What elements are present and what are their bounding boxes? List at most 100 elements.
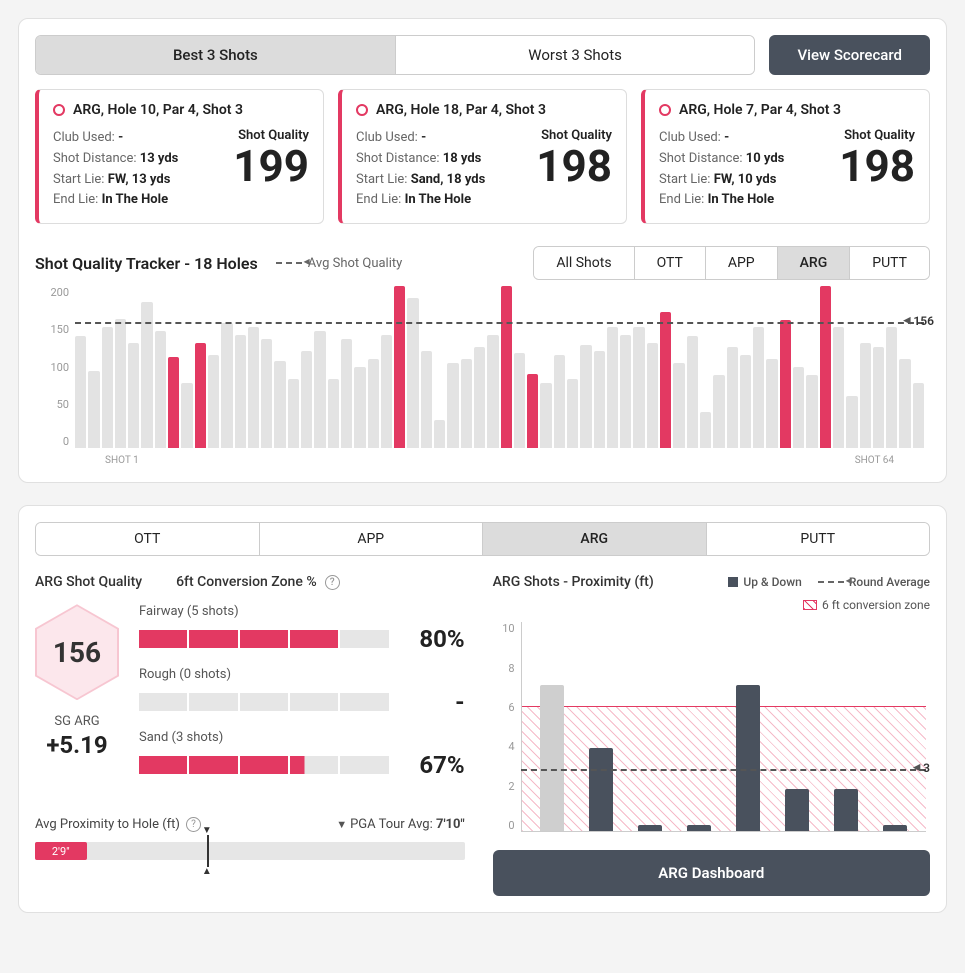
tracker-bar[interactable] <box>474 347 485 448</box>
tracker-bar[interactable] <box>141 302 152 448</box>
proximity-bar[interactable] <box>736 685 760 831</box>
tracker-bar[interactable] <box>235 335 246 448</box>
tracker-bar[interactable] <box>274 361 285 448</box>
tracker-bar[interactable] <box>633 327 644 449</box>
tracker-bar[interactable] <box>301 351 312 448</box>
tracker-bar[interactable] <box>501 286 512 448</box>
tracker-bar[interactable] <box>421 351 432 448</box>
tracker-bar[interactable] <box>727 347 738 448</box>
tracker-bar[interactable] <box>820 286 831 448</box>
tracker-bar[interactable] <box>846 396 857 449</box>
shot-card[interactable]: ARG, Hole 7, Par 4, Shot 3 Club Used: - … <box>641 89 930 224</box>
tracker-bar[interactable] <box>687 336 698 448</box>
tracker-bar[interactable] <box>886 327 897 449</box>
tracker-tab-arg[interactable]: ARG <box>778 247 851 279</box>
tab-best-shots[interactable]: Best 3 Shots <box>36 36 396 74</box>
tracker-bar[interactable] <box>527 374 538 449</box>
tracker-bar[interactable] <box>487 335 498 448</box>
proximity-bar: 2'9" <box>35 842 465 860</box>
tracker-bar[interactable] <box>288 379 299 448</box>
tracker-tab-app[interactable]: APP <box>706 247 778 279</box>
tracker-bar[interactable] <box>314 331 325 448</box>
shot-card[interactable]: ARG, Hole 10, Par 4, Shot 3 Club Used: -… <box>35 89 324 224</box>
shot-card-title: ARG, Hole 7, Par 4, Shot 3 <box>679 102 841 118</box>
tracker-bar[interactable] <box>806 375 817 448</box>
proximity-bar[interactable] <box>638 825 662 831</box>
tracker-bar[interactable] <box>102 327 113 449</box>
tracker-bar[interactable] <box>660 312 671 448</box>
arg-dashboard-button[interactable]: ARG Dashboard <box>493 850 930 896</box>
category-tab-putt[interactable]: PUTT <box>707 523 930 555</box>
tracker-bar[interactable] <box>221 323 232 449</box>
tracker-tab-putt[interactable]: PUTT <box>850 247 929 279</box>
tracker-bar[interactable] <box>860 343 871 448</box>
category-tab-ott[interactable]: OTT <box>36 523 260 555</box>
tracker-bar[interactable] <box>248 327 259 449</box>
tracker-bar[interactable] <box>514 353 525 449</box>
tracker-bar[interactable] <box>461 359 472 448</box>
tracker-bar[interactable] <box>873 347 884 448</box>
tracker-bar[interactable] <box>607 327 618 449</box>
shot-quality-value: 198 <box>839 143 915 189</box>
tracker-bar[interactable] <box>740 355 751 448</box>
tracker-tab-all-shots[interactable]: All Shots <box>534 247 634 279</box>
ring-icon <box>53 104 65 116</box>
proximity-bar[interactable] <box>785 789 809 831</box>
tracker-bar[interactable] <box>447 363 458 448</box>
shot-card[interactable]: ARG, Hole 18, Par 4, Shot 3 Club Used: -… <box>338 89 627 224</box>
tracker-bar[interactable] <box>620 335 631 448</box>
tracker-bar[interactable] <box>381 335 392 448</box>
tracker-bar[interactable] <box>368 359 379 448</box>
tracker-bar[interactable] <box>780 320 791 448</box>
tracker-bar[interactable] <box>594 351 605 448</box>
tracker-bar[interactable] <box>155 331 166 448</box>
sg-arg-label: SG ARG <box>54 714 99 729</box>
tracker-bar[interactable] <box>673 363 684 448</box>
tracker-bar[interactable] <box>554 355 565 448</box>
tracker-bar[interactable] <box>208 355 219 448</box>
tracker-bar[interactable] <box>540 383 551 448</box>
tracker-bar[interactable] <box>647 343 658 448</box>
tracker-bar[interactable] <box>128 343 139 448</box>
tracker-bar[interactable] <box>354 367 365 448</box>
tracker-bar[interactable] <box>261 339 272 448</box>
tracker-bar[interactable] <box>181 383 192 448</box>
tracker-bar[interactable] <box>195 343 206 448</box>
tracker-bar[interactable] <box>407 298 418 448</box>
tracker-bar[interactable] <box>700 412 711 448</box>
tracker-bar[interactable] <box>753 327 764 449</box>
tracker-bar[interactable] <box>394 286 405 448</box>
proximity-bar[interactable] <box>834 789 858 831</box>
proximity-bar[interactable] <box>589 748 613 832</box>
proximity-bar[interactable] <box>687 825 711 831</box>
tracker-bar[interactable] <box>115 319 126 449</box>
proximity-bar[interactable] <box>883 825 907 831</box>
tab-worst-shots[interactable]: Worst 3 Shots <box>396 36 755 74</box>
tracker-bar[interactable] <box>434 420 445 448</box>
tracker-bar[interactable] <box>168 357 179 448</box>
tracker-bar[interactable] <box>713 375 724 448</box>
shot-quality-value: 198 <box>536 143 612 189</box>
shot-cards: ARG, Hole 10, Par 4, Shot 3 Club Used: -… <box>35 89 930 224</box>
legend-round-average: Round Average <box>849 575 930 589</box>
tracker-bar[interactable] <box>766 359 777 448</box>
tracker-tab-ott[interactable]: OTT <box>635 247 706 279</box>
help-icon[interactable]: ? <box>325 575 340 590</box>
legend-up-and-down: Up & Down <box>743 575 801 589</box>
tracker-bar[interactable] <box>567 379 578 448</box>
tracker-bar[interactable] <box>580 345 591 449</box>
tracker-bar[interactable] <box>328 379 339 448</box>
tracker-bar[interactable] <box>793 367 804 448</box>
tracker-bar[interactable] <box>899 359 910 448</box>
help-icon[interactable]: ? <box>186 817 201 832</box>
category-tab-arg[interactable]: ARG <box>483 523 707 555</box>
view-scorecard-button[interactable]: View Scorecard <box>769 35 930 75</box>
category-tab-app[interactable]: APP <box>260 523 484 555</box>
proximity-bar[interactable] <box>540 685 564 831</box>
tracker-bar[interactable] <box>913 383 924 448</box>
conversion-zone-row: Fairway (5 shots) 80% <box>139 604 465 653</box>
tracker-bar[interactable] <box>833 327 844 449</box>
tracker-bar[interactable] <box>88 371 99 448</box>
tracker-bar[interactable] <box>75 336 86 448</box>
tracker-bar[interactable] <box>341 339 352 448</box>
